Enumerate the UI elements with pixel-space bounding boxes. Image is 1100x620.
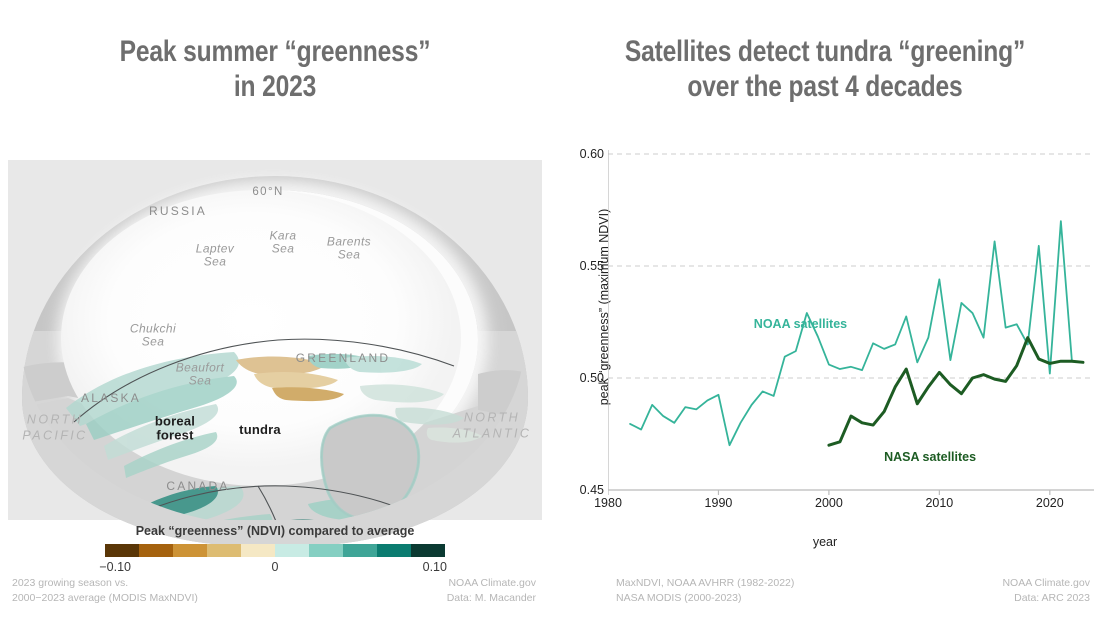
map-label-alaska: ALASKA [81, 391, 141, 405]
map-label-latitude-60n: 60°N [252, 186, 284, 198]
colorbar-swatch-9 [411, 544, 445, 557]
map-label-chukchi-sea: Chukchi Sea [129, 321, 177, 349]
left-footer-credit: NOAA Climate.gov Data: M. Macander [446, 576, 536, 604]
colorbar-swatch-6 [309, 544, 343, 557]
colorbar-title: Peak “greenness” (NDVI) compared to aver… [135, 524, 415, 538]
colorbar-swatch-0 [105, 544, 139, 557]
right-footer-credit: NOAA Climate.gov Data: ARC 2023 [1002, 576, 1090, 604]
chart-x-tick-label: 2000 [815, 496, 843, 510]
map-label-greenland: GREENLAND [295, 351, 391, 365]
chart-label-noaa-satellites: NOAA satellites [753, 317, 848, 332]
colorbar-swatch-1 [139, 544, 173, 557]
chart-y-tick-label: 0.45 [579, 483, 604, 497]
right-panel-title: Satellites detect tundra “greening” over… [624, 35, 1026, 104]
map-label-kara-sea: Kara Sea [269, 228, 297, 256]
colorbar-min-label: −0.10 [99, 560, 132, 574]
chart-label-nasa-satellites: NASA satellites [884, 449, 977, 464]
chart-x-ticks: 1980 1990 2000 2010 2020 [550, 492, 1100, 516]
colorbar-swatches [105, 544, 445, 557]
colorbar-swatch-8 [377, 544, 411, 557]
chart-x-tick-label: 1990 [704, 496, 733, 510]
chart-y-ticks: 0.45 0.50 0.55 0.60 [558, 147, 604, 497]
map-label-barents-sea: Barents Sea [326, 234, 372, 262]
colorbar-swatch-4 [241, 544, 275, 557]
map-label-laptev-sea: Laptev Sea [195, 241, 235, 269]
right-footer-source: MaxNDVI, NOAA AVHRR (1982-2022) NASA MOD… [616, 576, 795, 604]
map-vector-layer [21, 190, 525, 520]
map-label-russia: RUSSIA [149, 204, 207, 218]
map-label-north-atlantic: NORTH ATLANTIC [452, 410, 532, 440]
map-label-boreal-forest: boreal forest [154, 413, 196, 443]
map-label-north-pacific: NORTH PACIFIC [22, 412, 88, 442]
chart-y-tick-label: 0.50 [579, 371, 604, 385]
left-panel-title: Peak summer “greenness” in 2023 [119, 35, 431, 104]
chart-x-axis-label: year [812, 535, 838, 549]
chart-y-tick-label: 0.55 [579, 259, 604, 273]
chart-series-noaa [629, 220, 1073, 447]
map-label-tundra: tundra [239, 421, 281, 437]
colorbar-mid-label: 0 [271, 560, 279, 574]
chart-plot-area [608, 150, 1094, 495]
arctic-ndvi-map: 60°N RUSSIA Laptev Sea Kara Sea Barents Sea C… [8, 160, 542, 546]
chart-series-nasa [827, 336, 1085, 447]
colorbar-max-label: 0.10 [422, 560, 447, 574]
colorbar-swatch-7 [343, 544, 377, 557]
colorbar-tick-labels: −0.10 0 0.10 [99, 560, 447, 577]
ndvi-timeseries-chart: peak “greenness” (maximum NDVI) 0.45 0.50… [550, 147, 1100, 560]
chart-x-tick-label: 2020 [1035, 496, 1064, 510]
chart-x-tick-label: 1980 [594, 496, 622, 510]
chart-x-tick-label: 2010 [925, 496, 954, 510]
chart-y-tick-label: 0.60 [579, 147, 604, 161]
map-label-beaufort-sea: Beaufort Sea [175, 360, 225, 388]
colorbar-swatch-3 [207, 544, 241, 557]
left-panel: Peak summer “greenness” in 2023 [8, 35, 542, 604]
colorbar-swatch-5 [275, 544, 309, 557]
left-footer-source: 2023 growing season vs. 2000−2023 averag… [12, 576, 198, 604]
ndvi-colorbar: Peak “greenness” (NDVI) compared to aver… [99, 524, 447, 577]
map-label-canada: CANADA [166, 479, 230, 493]
right-panel: Satellites detect tundra “greening” over… [550, 0, 1100, 620]
colorbar-swatch-2 [173, 544, 207, 557]
